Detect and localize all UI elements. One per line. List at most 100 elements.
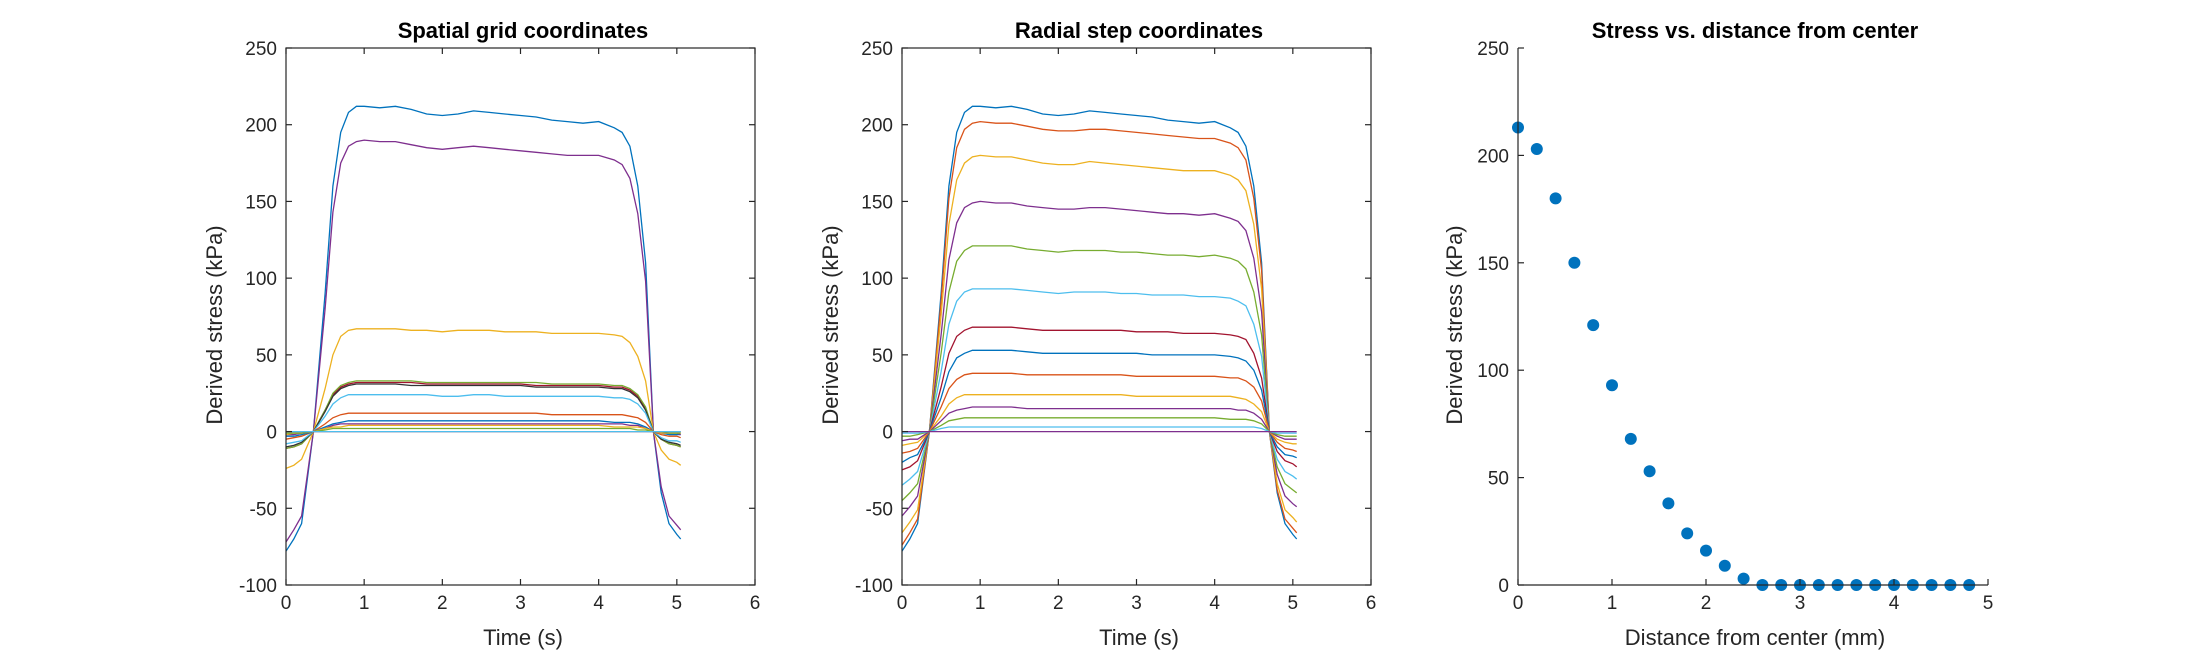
y-axis-label: Derived stress (kPa) [818,225,843,424]
x-tick-label: 0 [897,593,908,614]
y-tick-label: 150 [1477,254,1509,275]
series-line-3 [901,200,1298,517]
chart-radial-step: Radial step coordinates Time (s) Derived… [818,18,1376,650]
x-tick-label: 6 [750,593,761,614]
series-line-12 [902,426,1297,434]
series-line-11 [286,427,681,434]
y-tick-label: -100 [239,576,277,597]
plot-area [1512,121,1976,591]
x-axis-label: Time (s) [1099,625,1179,650]
series-line-1 [285,139,682,543]
chart-stress-vs-distance: Stress vs. distance from center Distance… [1442,18,1993,650]
x-tick-label: 3 [1795,593,1806,614]
y-tick-label: 200 [245,116,277,137]
x-tick-label: 5 [1288,593,1299,614]
y-tick-label: -100 [855,576,893,597]
data-point [1662,497,1675,510]
series-line-7 [285,412,681,440]
series-line-0 [901,105,1298,552]
chart-title: Spatial grid coordinates [398,18,649,43]
y-tick-label: 150 [861,192,893,213]
y-tick-label: 250 [245,39,277,60]
data-point [1568,256,1581,269]
x-tick-label: 2 [1053,593,1064,614]
series-line-9 [286,423,681,436]
series-line-10 [901,406,1297,442]
x-tick-label: 2 [1701,593,1712,614]
axes: 0 1 2 3 4 5 6 -100 -50 0 50 100 150 200 250 [239,39,760,614]
data-point [1549,192,1562,205]
data-point [1624,432,1637,445]
y-tick-label: 0 [1498,576,1509,597]
data-point [1681,527,1694,540]
y-tick-label: 50 [1488,469,1509,490]
x-tick-label: 1 [975,593,986,614]
data-point [1737,572,1750,585]
y-axis-label: Derived stress (kPa) [1442,225,1467,424]
chart-title: Stress vs. distance from center [1592,18,1919,43]
x-tick-label: 4 [593,593,604,614]
x-tick-label: 1 [359,593,370,614]
series-line-5 [901,288,1298,486]
x-tick-label: 3 [515,593,526,614]
x-tick-label: 4 [1889,593,1900,614]
chart-title: Radial step coordinates [1015,18,1263,43]
series-line-2 [285,328,682,470]
series-line-4 [901,245,1298,502]
y-tick-label: 50 [872,346,893,367]
y-tick-label: -50 [866,499,893,520]
axes-box [901,47,1372,586]
y-tick-label: 100 [861,269,893,290]
x-tick-label: 3 [1131,593,1142,614]
data-point [1718,559,1731,572]
y-tick-label: -50 [250,499,277,520]
x-tick-label: 2 [437,593,448,614]
axes: 0 1 2 3 4 5 6 -100 -50 0 50 100 150 200 250 [855,39,1376,614]
series-line-6 [901,326,1298,471]
x-tick-label: 1 [1607,593,1618,614]
y-tick-label: 100 [1477,361,1509,382]
y-tick-label: 200 [861,116,893,137]
y-tick-label: 0 [266,423,277,444]
y-tick-label: 150 [245,192,277,213]
series-line-7 [901,349,1297,463]
series-line-2 [901,154,1298,534]
y-tick-label: 100 [245,269,277,290]
x-tick-label: 6 [1366,593,1377,614]
y-tick-label: 50 [256,346,277,367]
x-axis-label: Time (s) [483,625,563,650]
x-tick-label: 0 [1513,593,1524,614]
data-point [1606,379,1618,392]
data-point [1643,465,1656,478]
series-line-6 [285,394,681,445]
x-tick-label: 5 [1983,593,1994,614]
x-tick-label: 0 [281,593,292,614]
x-tick-label: 4 [1209,593,1220,614]
chart-spatial-grid: Spatial grid coordinates Time (s) Derive… [202,18,760,650]
data-point [1530,143,1543,155]
series-line-11 [902,417,1297,437]
series-line-9 [901,394,1297,447]
data-point [1587,319,1600,332]
y-tick-label: 250 [1477,39,1509,60]
x-tick-label: 5 [672,593,683,614]
x-axis-label: Distance from center (mm) [1625,625,1885,650]
axes-box [285,47,756,586]
y-tick-label: 250 [861,39,893,60]
series-line-5 [285,383,681,448]
series-line-8 [901,372,1297,454]
series-line-10 [285,424,681,436]
y-tick-label: 0 [882,423,893,444]
plot-area [285,105,682,552]
series-line-0 [285,105,682,552]
series-line-1 [901,120,1298,546]
y-axis-label: Derived stress (kPa) [202,225,227,424]
series-line-4 [285,380,681,450]
data-point [1700,544,1712,557]
plot-area [901,105,1298,552]
series-line-8 [286,420,681,437]
y-tick-label: 200 [1477,146,1509,167]
series-line-3 [285,381,681,450]
